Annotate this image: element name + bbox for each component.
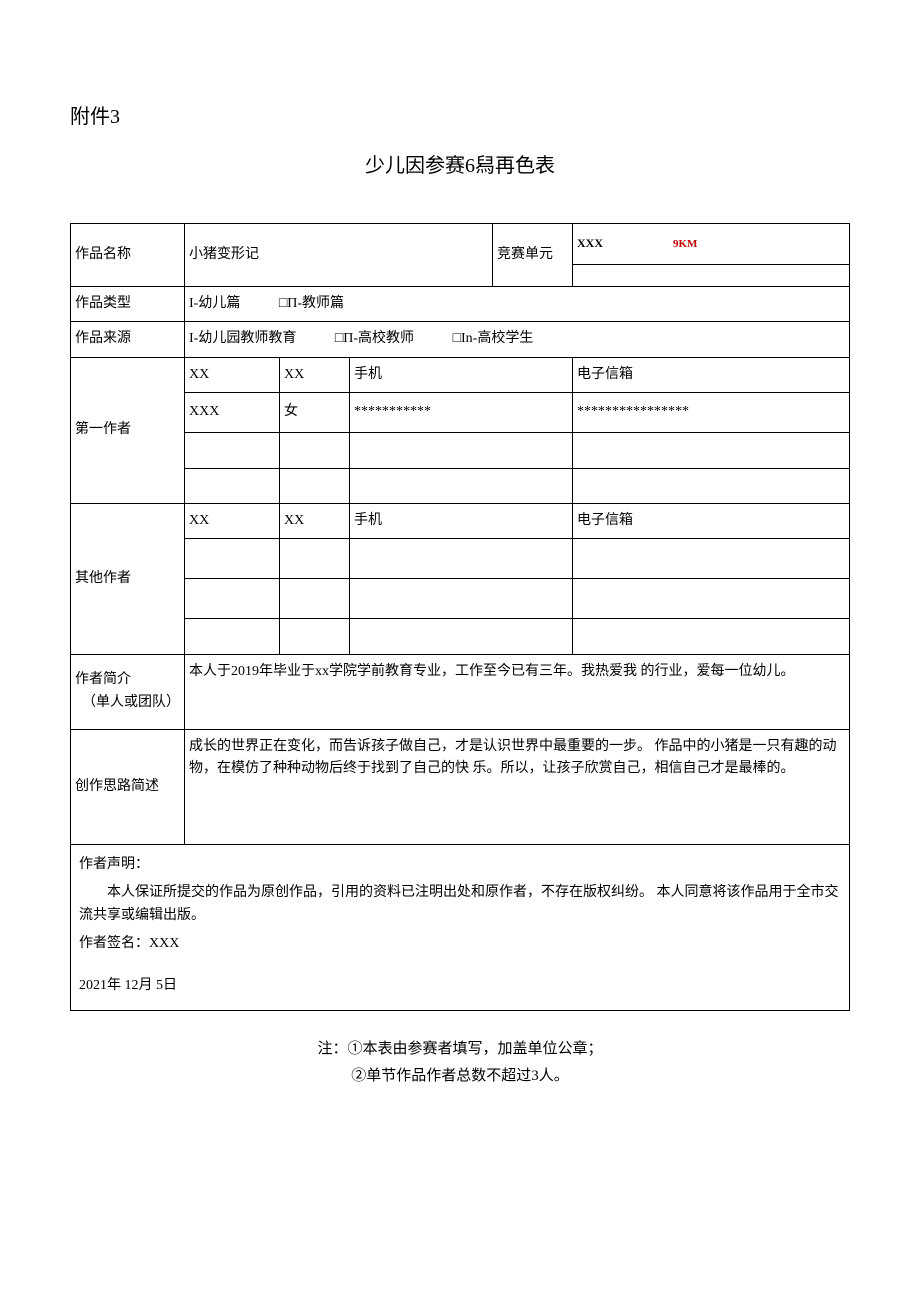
col-header-email2: 电子信箱	[573, 503, 850, 538]
work-source-label: 作品来源	[71, 322, 185, 357]
col-header-name: XX	[185, 357, 280, 392]
other-author-label: 其他作者	[71, 503, 185, 654]
empty-cell	[185, 579, 280, 619]
col-header-phone: 手机	[350, 357, 573, 392]
empty-cell	[350, 539, 573, 579]
col-header-phone2: 手机	[350, 503, 573, 538]
author-intro-label: 作者简介 （单人或团队）	[71, 654, 185, 729]
empty-cell	[185, 468, 280, 503]
empty-cell	[573, 579, 850, 619]
empty-cell	[350, 433, 573, 468]
registration-form-table: 作品名称 小猪变形记 竞赛单元 XXX9KM 作品类型 I-幼儿篇 □Π-教师篇…	[70, 223, 850, 1011]
work-type-options: I-幼儿篇 □Π-教师篇	[185, 287, 850, 322]
empty-cell	[280, 539, 350, 579]
empty-cell	[280, 579, 350, 619]
declaration-body: 本人保证所提交的作品为原创作品，引用的资料已注明出处和原作者，不存在版权纠纷。 …	[79, 881, 841, 929]
competition-unit-label: 竞赛单元	[493, 224, 573, 287]
first-author-label: 第一作者	[71, 357, 185, 503]
signature-line: 作者签名：XXX	[79, 932, 841, 956]
note-line-1: 注：①本表由参赛者填写，加盖单位公章；	[70, 1036, 850, 1063]
creative-idea-text: 成长的世界正在变化，而告诉孩子做自己，才是认识世界中最重要的一步。 作品中的小猪…	[185, 729, 850, 844]
declaration-section: 作者声明： 本人保证所提交的作品为原创作品，引用的资料已注明出处和原作者，不存在…	[71, 844, 850, 1010]
footer-notes: 注：①本表由参赛者填写，加盖单位公章； ②单节作品作者总数不超过3人。	[70, 1036, 850, 1090]
declaration-title: 作者声明：	[79, 853, 841, 877]
col-header-email: 电子信箱	[573, 357, 850, 392]
empty-cell	[280, 619, 350, 654]
first-author-gender: 女	[280, 393, 350, 433]
creative-idea-label: 创作思路简述	[71, 729, 185, 844]
top-right-codes: XXX9KM	[573, 224, 849, 264]
work-source-options: I-幼儿园教师教育 □Π-高校教师 □In-高校学生	[185, 322, 850, 357]
empty-cell	[573, 539, 850, 579]
empty-cell	[573, 468, 850, 503]
work-type-label: 作品类型	[71, 287, 185, 322]
empty-cell	[280, 433, 350, 468]
col-header-name2: XX	[185, 503, 280, 538]
empty-cell	[350, 579, 573, 619]
note-line-2: ②单节作品作者总数不超过3人。	[70, 1063, 850, 1090]
competition-unit-value	[573, 264, 849, 286]
empty-cell	[185, 619, 280, 654]
first-author-email: ****************	[573, 393, 850, 433]
empty-cell	[350, 619, 573, 654]
empty-cell	[280, 468, 350, 503]
empty-cell	[185, 539, 280, 579]
empty-cell	[350, 468, 573, 503]
empty-cell	[185, 433, 280, 468]
first-author-phone: ***********	[350, 393, 573, 433]
attachment-label: 附件3	[70, 100, 850, 129]
first-author-name: XXX	[185, 393, 280, 433]
page-title: 少儿因参赛6舄再色表	[70, 149, 850, 178]
author-intro-text: 本人于2019年毕业于xx学院学前教育专业，工作至今已有三年。我热爱我 的行业，…	[185, 654, 850, 729]
empty-cell	[573, 619, 850, 654]
col-header-gender: XX	[280, 357, 350, 392]
date-line: 2021年 12月 5日	[79, 974, 841, 998]
col-header-gender2: XX	[280, 503, 350, 538]
work-name-label: 作品名称	[71, 224, 185, 287]
empty-cell	[573, 433, 850, 468]
work-name-value: 小猪变形记	[185, 224, 493, 287]
